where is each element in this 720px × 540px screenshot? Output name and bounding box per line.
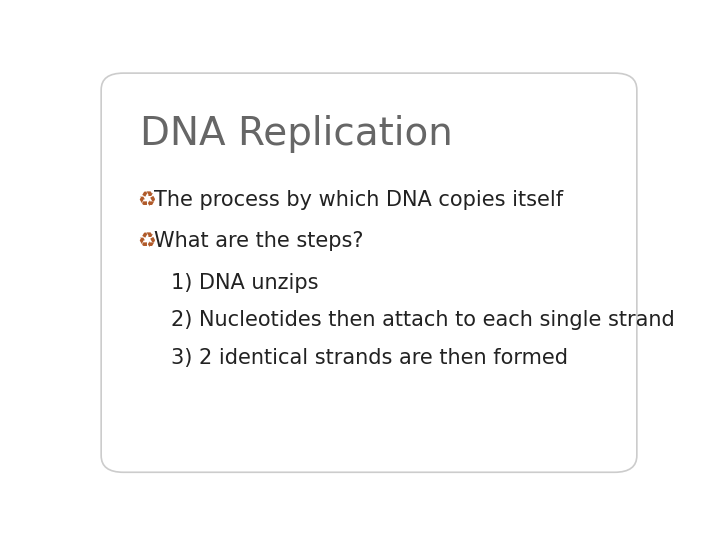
Text: ♻: ♻ — [138, 190, 156, 210]
Text: 1) DNA unzips: 1) DNA unzips — [171, 273, 318, 293]
Text: What are the steps?: What are the steps? — [154, 231, 364, 251]
Text: 3) 2 identical strands are then formed: 3) 2 identical strands are then formed — [171, 348, 568, 368]
Text: 2) Nucleotides then attach to each single strand: 2) Nucleotides then attach to each singl… — [171, 310, 675, 330]
FancyBboxPatch shape — [101, 73, 637, 472]
Text: DNA Replication: DNA Replication — [140, 114, 453, 153]
Text: ♻: ♻ — [138, 231, 156, 251]
Text: The process by which DNA copies itself: The process by which DNA copies itself — [154, 190, 563, 210]
